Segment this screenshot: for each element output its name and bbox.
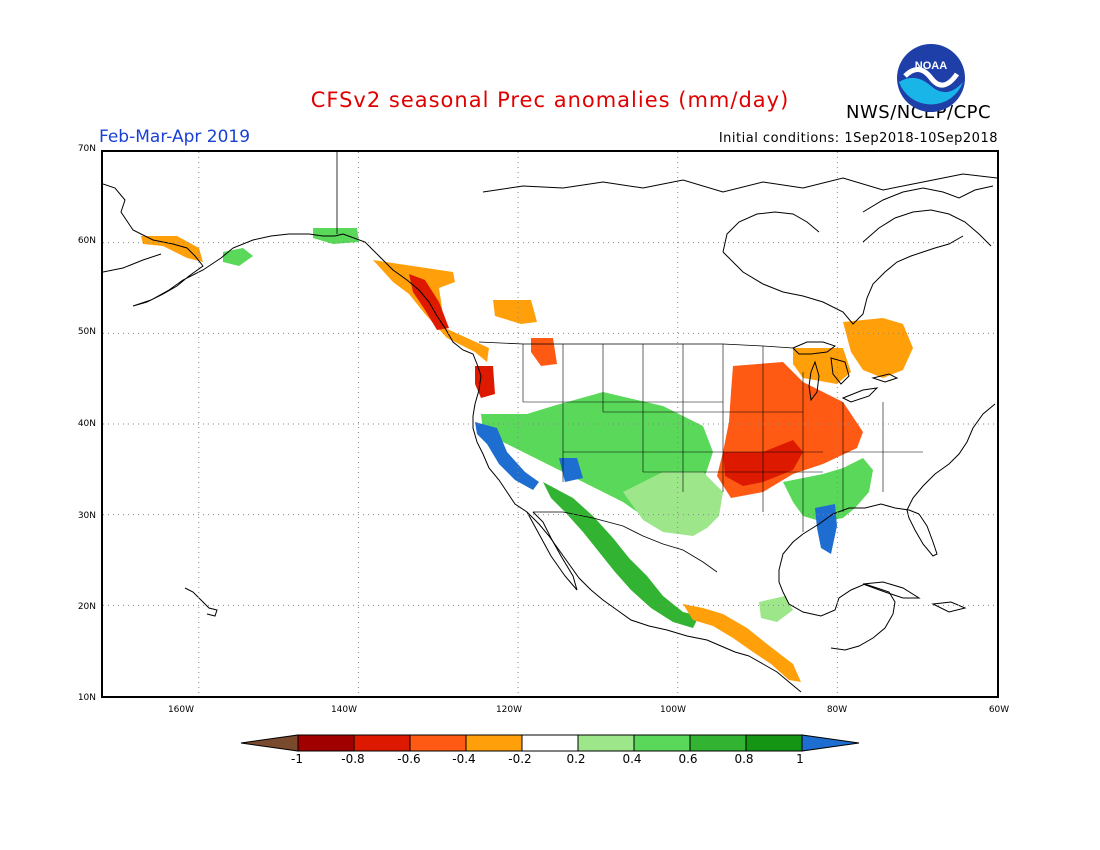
lake-ontario: [871, 373, 899, 383]
central-america-coast: [748, 655, 802, 693]
hudson-bay: [722, 235, 964, 325]
gulf-coast: [778, 533, 896, 651]
us-canada-border: [478, 341, 794, 349]
lat-label-40n: 40N: [77, 419, 96, 429]
lake-michigan: [808, 360, 820, 402]
map-panel: [101, 150, 999, 698]
lon-label-100w: 100W: [659, 705, 687, 715]
central-america-dry: [683, 604, 801, 682]
us-west-coast: [472, 403, 592, 591]
florida-east-coast: [906, 403, 996, 557]
lake-huron: [830, 357, 850, 385]
legend-label: 0.6: [678, 752, 698, 766]
caribbean-wet: [759, 596, 793, 622]
lat-label-30n: 30N: [77, 511, 96, 521]
baja-peninsula: [526, 511, 578, 591]
california-coast-very-wet: [475, 422, 539, 490]
lon-label-160w: 160W: [167, 705, 195, 715]
lon-label-120w: 120W: [495, 705, 523, 715]
legend-label: -0.4: [452, 752, 476, 766]
aleutians: [103, 253, 162, 273]
logo-text: NOAA: [915, 60, 947, 72]
legend-swatch: [240, 734, 299, 752]
chart-title: CFSv2 seasonal Prec anomalies (mm/day): [310, 88, 790, 112]
legend-swatch: [577, 734, 635, 752]
legend-label: 0.4: [622, 752, 642, 766]
coastlines: [103, 152, 997, 693]
montana-dry: [531, 338, 557, 366]
agency-label: NWS/NCEP/CPC: [846, 102, 992, 123]
legend-swatch: [465, 734, 523, 752]
lon-label-80w: 80W: [826, 705, 848, 715]
legend-label: -1: [291, 752, 303, 766]
anomaly-map: [103, 152, 997, 696]
mexico-wet: [543, 482, 699, 628]
initial-conditions-label: Initial conditions: 1Sep2018-10Sep2018: [718, 131, 998, 146]
lat-label-60n: 60N: [77, 236, 96, 246]
color-legend: [240, 734, 860, 752]
state-lines: [522, 344, 923, 532]
lat-label-10n: 10N: [77, 693, 96, 703]
lat-label-20n: 20N: [77, 602, 96, 612]
hudson-bay-west: [722, 211, 820, 253]
us-gulf-coast: [802, 503, 920, 535]
baffin-coast: [862, 185, 994, 213]
hispaniola: [931, 601, 967, 613]
legend-swatch: [409, 734, 467, 752]
alaska-interior-wet: [223, 248, 253, 266]
legend-swatch: [633, 734, 691, 752]
arctic-islands: [482, 173, 997, 193]
lon-label-60w: 60W: [988, 705, 1010, 715]
great-lakes-dry: [793, 348, 851, 384]
alaska-southwest-dry: [141, 236, 203, 262]
lon-label-140w: 140W: [330, 705, 358, 715]
texas-wet: [623, 472, 723, 536]
lake-superior: [792, 341, 837, 355]
alberta-dry: [493, 300, 537, 324]
legend-label: 0.2: [566, 752, 586, 766]
alaska-coast: [103, 183, 344, 307]
anomaly-shading: [141, 228, 913, 682]
noaa-logo: NOAA: [897, 44, 965, 112]
labrador-coast: [862, 209, 992, 247]
arizona-very-wet: [559, 458, 583, 482]
hawaii: [184, 587, 218, 617]
legend-label: 1: [796, 752, 804, 766]
lake-erie: [841, 387, 879, 403]
legend-swatch: [297, 734, 355, 752]
legend-label: -0.2: [508, 752, 532, 766]
mexico-west-coast: [590, 589, 750, 657]
legend-swatch: [353, 734, 411, 752]
canada-west-coast: [342, 233, 482, 405]
legend-label: 0.8: [734, 752, 754, 766]
graticule: [103, 152, 997, 696]
florida-very-wet: [815, 504, 837, 554]
legend-label: -0.8: [341, 752, 365, 766]
us-mexico-border: [533, 511, 718, 573]
lat-label-70n: 70N: [77, 144, 96, 154]
lat-label-50n: 50N: [77, 327, 96, 337]
southeast-wet: [783, 458, 873, 522]
legend-label: -0.6: [397, 752, 421, 766]
ontario-quebec-dry: [843, 318, 913, 378]
cuba: [862, 581, 921, 599]
legend-swatch: [521, 734, 579, 752]
legend-swatch: [801, 734, 860, 752]
legend-swatch: [689, 734, 747, 752]
season-label: Feb-Mar-Apr 2019: [99, 127, 251, 147]
legend-swatch: [745, 734, 803, 752]
